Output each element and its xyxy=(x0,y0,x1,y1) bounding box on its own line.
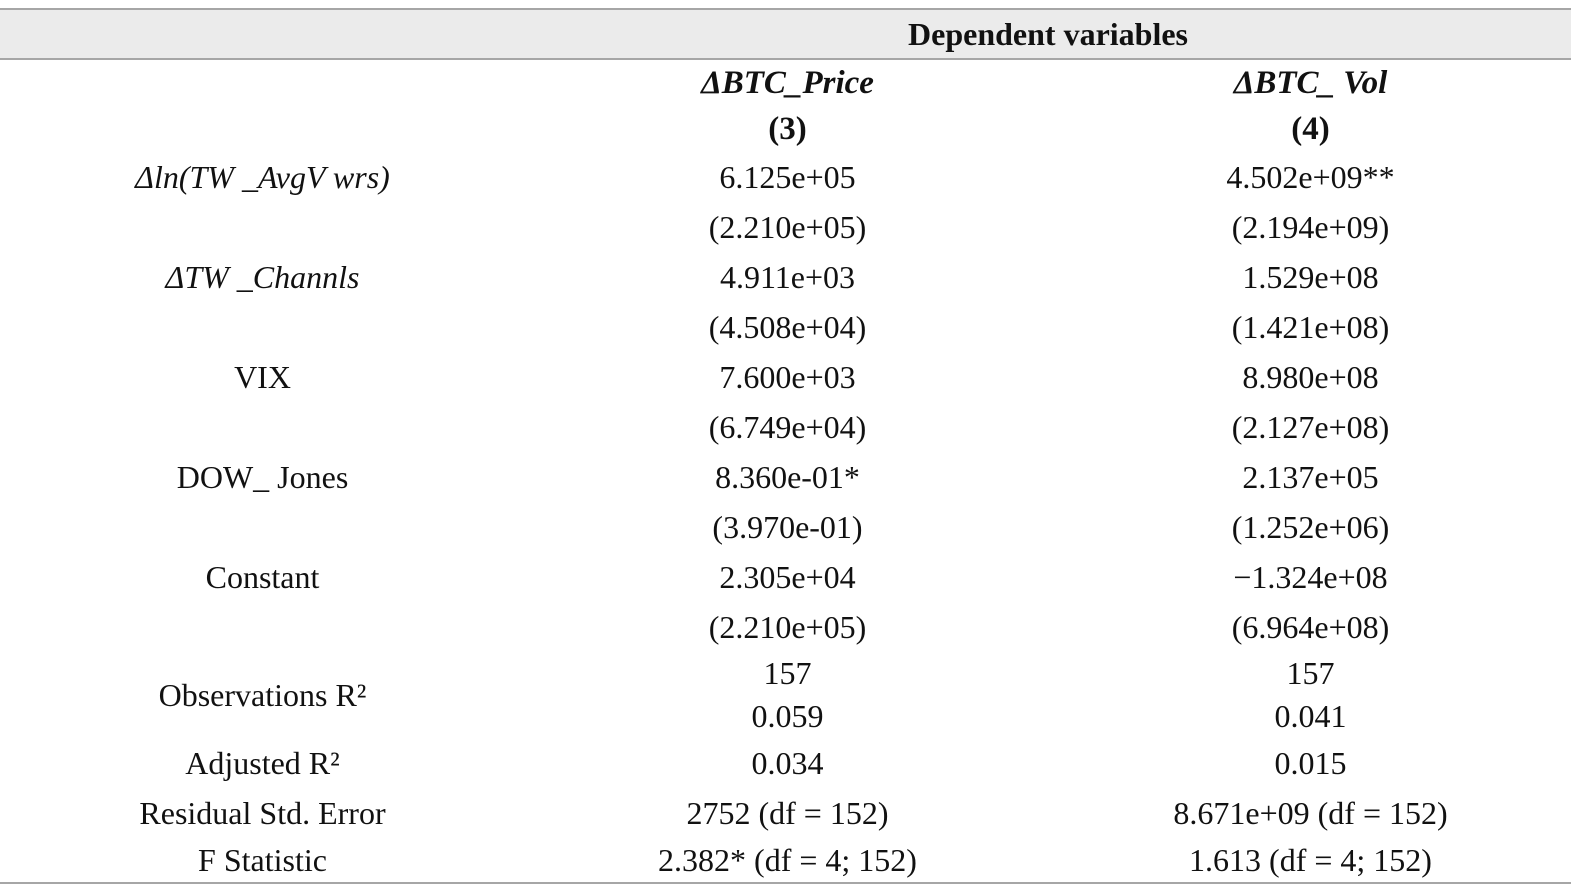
se-value-model3: (6.749e+04) xyxy=(708,408,867,445)
coef-value-model4: −1.324e+08 xyxy=(1233,558,1388,595)
stat-value-model3: 2.382* (df = 4; 152) xyxy=(525,838,1050,884)
observations-model3: 157 xyxy=(763,655,812,691)
coef-row-dow-jones: DOW_ Jones 8.360e-01* 2.137e+05 xyxy=(0,452,1571,502)
se-value-model4: (6.964e+08) xyxy=(1231,608,1390,645)
coef-value-model4: 8.980e+08 xyxy=(1242,358,1379,395)
dep-var-number-model4: (4) xyxy=(1291,111,1330,147)
se-label-empty xyxy=(0,602,525,652)
coef-row-vix: VIX 7.600e+03 8.980e+08 xyxy=(0,352,1571,402)
coef-row-tw-channls: ΔTW _Channls 4.911e+03 1.529e+08 xyxy=(0,252,1571,302)
stat-label: F Statistic xyxy=(0,838,525,884)
observations-r2-stack-model4: 157 0.041 xyxy=(1050,652,1571,738)
se-value-model3: (3.970e-01) xyxy=(712,508,863,545)
observations-r2-stack-model3: 157 0.059 xyxy=(525,652,1050,738)
coef-value-model3: 7.600e+03 xyxy=(719,358,856,395)
se-label-empty xyxy=(0,502,525,552)
se-label-empty xyxy=(0,402,525,452)
se-value-model3: (2.210e+05) xyxy=(708,208,867,245)
se-value-model3: (4.508e+04) xyxy=(708,308,867,345)
se-row-tw-channls: (4.508e+04) (1.421e+08) xyxy=(0,302,1571,352)
header-band-row: Dependent variables xyxy=(0,8,1571,60)
se-value-model4: (2.127e+08) xyxy=(1231,408,1390,445)
stat-value-model3: 2752 (df = 152) xyxy=(686,794,889,831)
dep-var-number-model3: (3) xyxy=(768,111,807,147)
stat-value-model4: 8.671e+09 (df = 152) xyxy=(1173,794,1448,831)
se-row-vix: (6.749e+04) (2.127e+08) xyxy=(0,402,1571,452)
se-row-tw-avgvwrs: (2.210e+05) (2.194e+09) xyxy=(0,202,1571,252)
column-header-empty xyxy=(0,59,525,152)
se-value-model4: (2.194e+09) xyxy=(1231,208,1390,245)
coef-label: ΔTW _Channls xyxy=(165,258,360,295)
stat-row-residual-std-error: Residual Std. Error 2752 (df = 152) 8.67… xyxy=(0,788,1571,838)
dep-var-name-model3: ΔBTC_Price xyxy=(701,65,874,101)
stat-row-f-statistic: F Statistic 2.382* (df = 4; 152) 1.613 (… xyxy=(0,838,1571,884)
stat-value-model4: 157 0.041 xyxy=(1050,652,1571,738)
coef-label: Δln(TW _AvgV wrs) xyxy=(135,158,390,195)
stat-row-adjusted-r2: Adjusted R² 0.034 0.015 xyxy=(0,738,1571,788)
se-row-constant: (2.210e+05) (6.964e+08) xyxy=(0,602,1571,652)
coef-value-model3: 6.125e+05 xyxy=(719,158,856,195)
r2-model3: 0.059 xyxy=(751,698,824,734)
coef-value-model4: 1.529e+08 xyxy=(1242,258,1379,295)
se-value-model4: (1.252e+06) xyxy=(1231,508,1390,545)
se-label-empty xyxy=(0,302,525,352)
column-header-row: ΔBTC_Price (3) ΔBTC_ Vol (4) xyxy=(0,59,1571,152)
coef-label: DOW_ Jones xyxy=(176,458,349,495)
stat-label: Residual Std. Error xyxy=(139,794,386,831)
se-value-model4: (1.421e+08) xyxy=(1231,308,1390,345)
regression-table: Dependent variables ΔBTC_Price (3) ΔBTC_… xyxy=(0,8,1571,884)
coef-value-model3: 8.360e-01* xyxy=(715,458,860,495)
se-row-dow-jones: (3.970e-01) (1.252e+06) xyxy=(0,502,1571,552)
dep-var-name-model4: ΔBTC_ Vol xyxy=(1233,65,1388,101)
stat-row-observations-r2: Observations R² 157 0.059 157 0.041 xyxy=(0,652,1571,738)
coef-value-model3: 2.305e+04 xyxy=(719,558,856,595)
coef-value-model4: 4.502e+09** xyxy=(1226,158,1395,195)
stat-value-model3: 157 0.059 xyxy=(525,652,1050,738)
dependent-variables-title: Dependent variables xyxy=(908,15,1188,52)
stat-label: Observations R² xyxy=(158,676,367,713)
stat-value-model3: 0.034 xyxy=(751,744,824,781)
stat-value-model4: 0.015 xyxy=(1274,744,1347,781)
coef-label: VIX xyxy=(234,358,291,395)
se-value-model3: (2.210e+05) xyxy=(708,608,867,645)
r2-model4: 0.041 xyxy=(1274,698,1347,734)
column-header-model3: ΔBTC_Price (3) xyxy=(525,59,1050,152)
se-label-empty xyxy=(0,202,525,252)
coef-row-tw-avgvwrs: Δln(TW _AvgV wrs) 6.125e+05 4.502e+09** xyxy=(0,152,1571,202)
stat-value-model4: 1.613 (df = 4; 152) xyxy=(1050,838,1571,884)
coef-row-constant: Constant 2.305e+04 −1.324e+08 xyxy=(0,552,1571,602)
coef-value-model3: 4.911e+03 xyxy=(719,258,856,295)
column-header-model4: ΔBTC_ Vol (4) xyxy=(1050,59,1571,152)
coef-label: Constant xyxy=(205,558,320,595)
header-band-cell: Dependent variables xyxy=(0,8,1571,60)
coef-value-model4: 2.137e+05 xyxy=(1242,458,1379,495)
observations-model4: 157 xyxy=(1286,655,1335,691)
stat-label: Adjusted R² xyxy=(185,744,340,781)
